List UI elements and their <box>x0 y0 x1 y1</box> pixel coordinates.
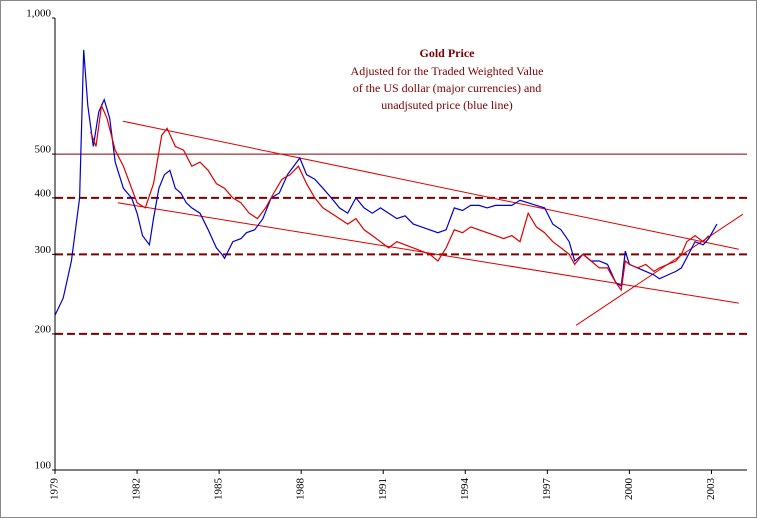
subtitle: of the US dollar (major currencies) and <box>353 81 542 95</box>
x-tick-label: 1991 <box>377 478 389 500</box>
y-tick-label: 1,000 <box>26 8 51 20</box>
subtitle: unadjsuted price (blue line) <box>381 98 513 112</box>
series-line <box>90 103 710 292</box>
x-tick-label: 1985 <box>213 478 225 501</box>
y-tick-label: 500 <box>35 144 52 156</box>
y-tick-label: 100 <box>35 460 52 472</box>
x-tick-label: 1997 <box>541 478 553 501</box>
x-tick-label: 1994 <box>459 478 471 501</box>
trend-line <box>575 213 744 326</box>
x-tick-label: 1988 <box>295 478 307 501</box>
y-tick-label: 300 <box>35 244 52 256</box>
subtitle: Adjusted for the Traded Weighted Value <box>351 64 544 78</box>
chart-title: Gold Price <box>420 46 476 60</box>
trend-line <box>122 120 739 250</box>
y-tick-label: 400 <box>35 187 52 199</box>
x-tick-label: 1982 <box>131 478 143 500</box>
x-tick-label: 2000 <box>623 478 635 501</box>
x-tick-label: 1979 <box>49 478 61 501</box>
y-tick-label: 200 <box>35 323 52 335</box>
x-tick-label: 2003 <box>705 478 717 501</box>
